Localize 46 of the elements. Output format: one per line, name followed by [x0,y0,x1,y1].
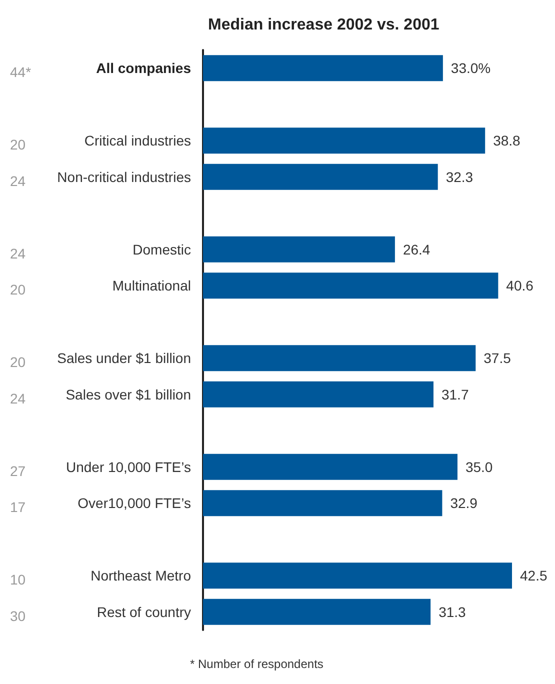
bar [203,562,512,589]
data-label: 31.7 [441,386,469,402]
text: * Number of respondents [190,657,324,671]
y-tick-label: Sales over $1 billion [66,386,191,402]
bar [203,454,458,480]
data-label: 35.0 [465,458,493,475]
text: 30 [10,608,26,624]
chart-title: Median increase 2002 vs. 2001 [208,16,440,34]
y-tick-label: Under 10,000 FTE’s [66,458,191,475]
bar [203,381,434,408]
bar [203,345,476,372]
data-label: 26.4 [402,241,430,258]
bar [203,272,498,299]
data-label: 31.3 [438,604,466,620]
text: 20 [10,136,26,153]
text: 17 [10,499,26,516]
bar [203,128,486,154]
text: 27 [10,462,26,479]
text: 24 [10,245,26,262]
y-tick-label: Rest of country [96,604,191,620]
text: 24 [10,172,26,189]
data-label: 32.9 [450,495,478,512]
text: 24 [10,390,26,406]
y-tick-label: Critical industries [84,132,191,149]
bar [203,164,438,190]
data-label: 37.5 [484,350,512,366]
y-tick-label: Non-critical industries [57,168,191,185]
text: 20 [10,282,26,298]
y-tick-label: Over10,000 FTE’s [78,495,191,512]
data-label: 42.5 [520,568,548,584]
bar [203,236,395,262]
text: 44* [10,64,32,80]
data-label: 38.8 [493,132,521,149]
data-label: 40.6 [506,278,534,294]
y-tick-label: Sales under $1 billion [57,350,191,366]
bar [203,55,443,82]
y-tick-label: Domestic [132,241,191,258]
y-tick-label: Multinational [112,278,191,294]
y-tick-label: All companies [96,60,192,76]
bar [203,598,431,625]
bar [203,490,442,516]
text: 20 [10,354,26,370]
data-label: 33.0% [450,60,491,76]
text: 10 [10,572,26,588]
data-label: 32.3 [446,168,474,185]
y-tick-label: Northeast Metro [90,568,192,584]
